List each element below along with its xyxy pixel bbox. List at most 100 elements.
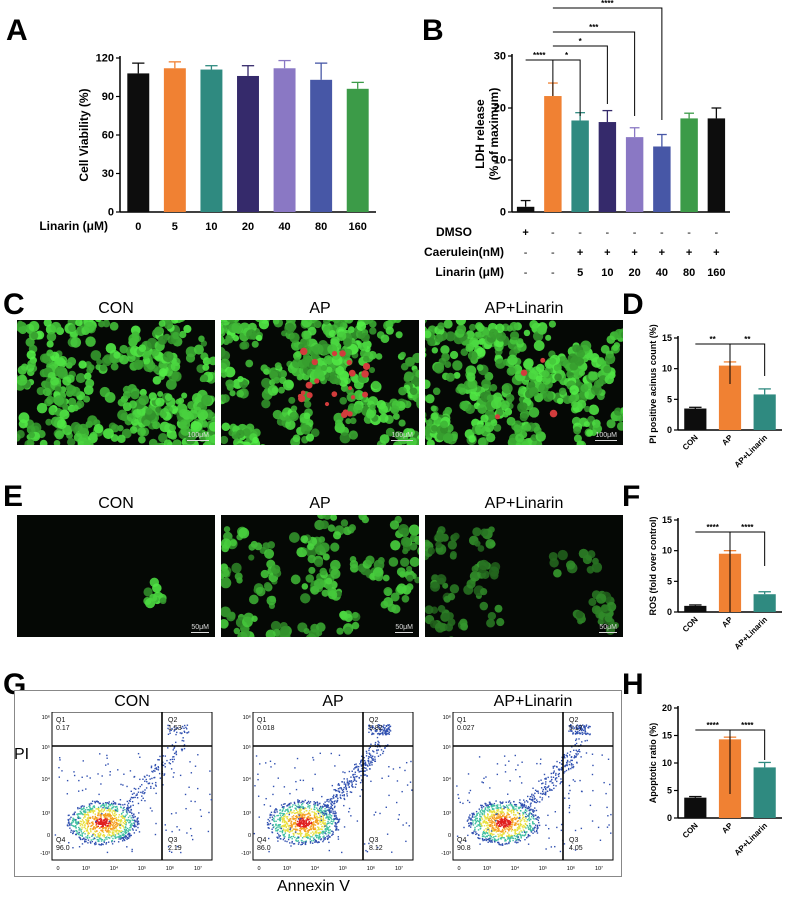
flow-event — [350, 781, 352, 783]
flow-event — [336, 818, 339, 821]
flow-event — [315, 836, 318, 839]
flow-event — [277, 826, 279, 828]
pi-positive-cell — [348, 386, 353, 391]
cell — [436, 574, 447, 585]
flow-event — [81, 789, 84, 792]
cell — [409, 387, 418, 396]
flow-event — [396, 801, 398, 804]
flow-event — [299, 819, 301, 821]
treatment-mark: 80 — [683, 267, 695, 279]
flow-event — [296, 820, 299, 823]
flow-event — [300, 819, 302, 821]
cell — [441, 352, 450, 362]
cell — [300, 535, 309, 544]
flow-event — [279, 835, 281, 837]
flow-event — [110, 821, 112, 823]
flow-event — [313, 821, 315, 823]
cell — [548, 320, 556, 328]
flow-event — [277, 825, 279, 827]
cell — [425, 426, 431, 436]
flow-event — [388, 731, 391, 734]
flow-event — [505, 804, 508, 807]
flow-event — [482, 839, 484, 842]
quadrant-label: Q3 8.12 — [369, 837, 383, 852]
flow-event — [309, 819, 312, 821]
cell — [336, 627, 344, 635]
flow-event — [326, 804, 328, 807]
flow-event — [279, 826, 281, 828]
flow-event — [93, 826, 95, 828]
flow-event — [319, 833, 321, 835]
flow-event — [336, 799, 339, 802]
x-tick-label: 160 — [349, 221, 367, 233]
flow-event — [100, 818, 102, 820]
cell — [586, 429, 594, 437]
flow-event — [402, 824, 404, 826]
flow-event — [137, 802, 140, 805]
flow-event — [399, 766, 401, 769]
flow-event — [135, 829, 137, 831]
flow-event — [283, 803, 285, 805]
flow-event — [334, 789, 337, 791]
cell — [67, 357, 77, 366]
flow-event — [129, 819, 131, 821]
flow-event — [294, 836, 296, 839]
treatment-mark: - — [551, 267, 555, 279]
flow-event — [257, 773, 259, 775]
flow-event — [117, 833, 120, 835]
cell — [159, 597, 167, 605]
flow-event — [392, 768, 395, 770]
flow-event — [277, 840, 279, 842]
y-tick-label: 20 — [494, 103, 506, 115]
flow-event — [309, 841, 312, 843]
flow-event — [83, 826, 85, 829]
y-tick-label: 10 — [494, 155, 506, 167]
cell — [467, 350, 478, 361]
cell — [169, 424, 177, 432]
treatment-mark: - — [551, 247, 555, 259]
cell — [375, 353, 383, 360]
flow-event — [319, 816, 321, 818]
flow-event — [168, 724, 171, 727]
flow-event — [380, 725, 383, 727]
cell — [45, 418, 53, 426]
flow-event — [288, 813, 290, 816]
flow-event — [169, 732, 171, 734]
flow-event — [325, 806, 328, 809]
cell — [345, 418, 352, 425]
flow-event — [133, 792, 135, 794]
flow-event — [348, 770, 351, 773]
flow-event — [317, 837, 320, 839]
y-tick-label: 15 — [662, 333, 672, 343]
flow-event — [384, 727, 386, 729]
flow-event — [275, 823, 277, 826]
flow-event — [516, 820, 519, 823]
cell — [87, 415, 98, 426]
flow-event — [324, 813, 326, 816]
scale-bar: 100μM — [595, 432, 617, 441]
flow-event — [129, 800, 131, 802]
flow-event — [140, 799, 143, 802]
flow-event — [312, 756, 314, 759]
flow-event — [94, 800, 96, 803]
flow-event — [73, 825, 75, 828]
flow-event — [276, 811, 278, 813]
cell — [170, 320, 179, 324]
flow-event — [294, 819, 297, 822]
flow-event — [378, 724, 381, 726]
cell — [506, 393, 515, 403]
flow-event — [77, 821, 80, 823]
pi-positive-cell — [520, 369, 528, 376]
flow-event — [133, 825, 136, 827]
flow-event — [334, 823, 337, 825]
flow-event — [98, 831, 101, 834]
flow-event — [112, 818, 114, 820]
flow-event — [318, 802, 321, 805]
flow-event — [84, 814, 86, 816]
cell — [585, 352, 594, 361]
cell — [319, 520, 329, 530]
flow-event — [357, 768, 359, 770]
flow-event — [125, 819, 127, 821]
cell — [446, 612, 454, 620]
flow-event — [361, 767, 363, 770]
